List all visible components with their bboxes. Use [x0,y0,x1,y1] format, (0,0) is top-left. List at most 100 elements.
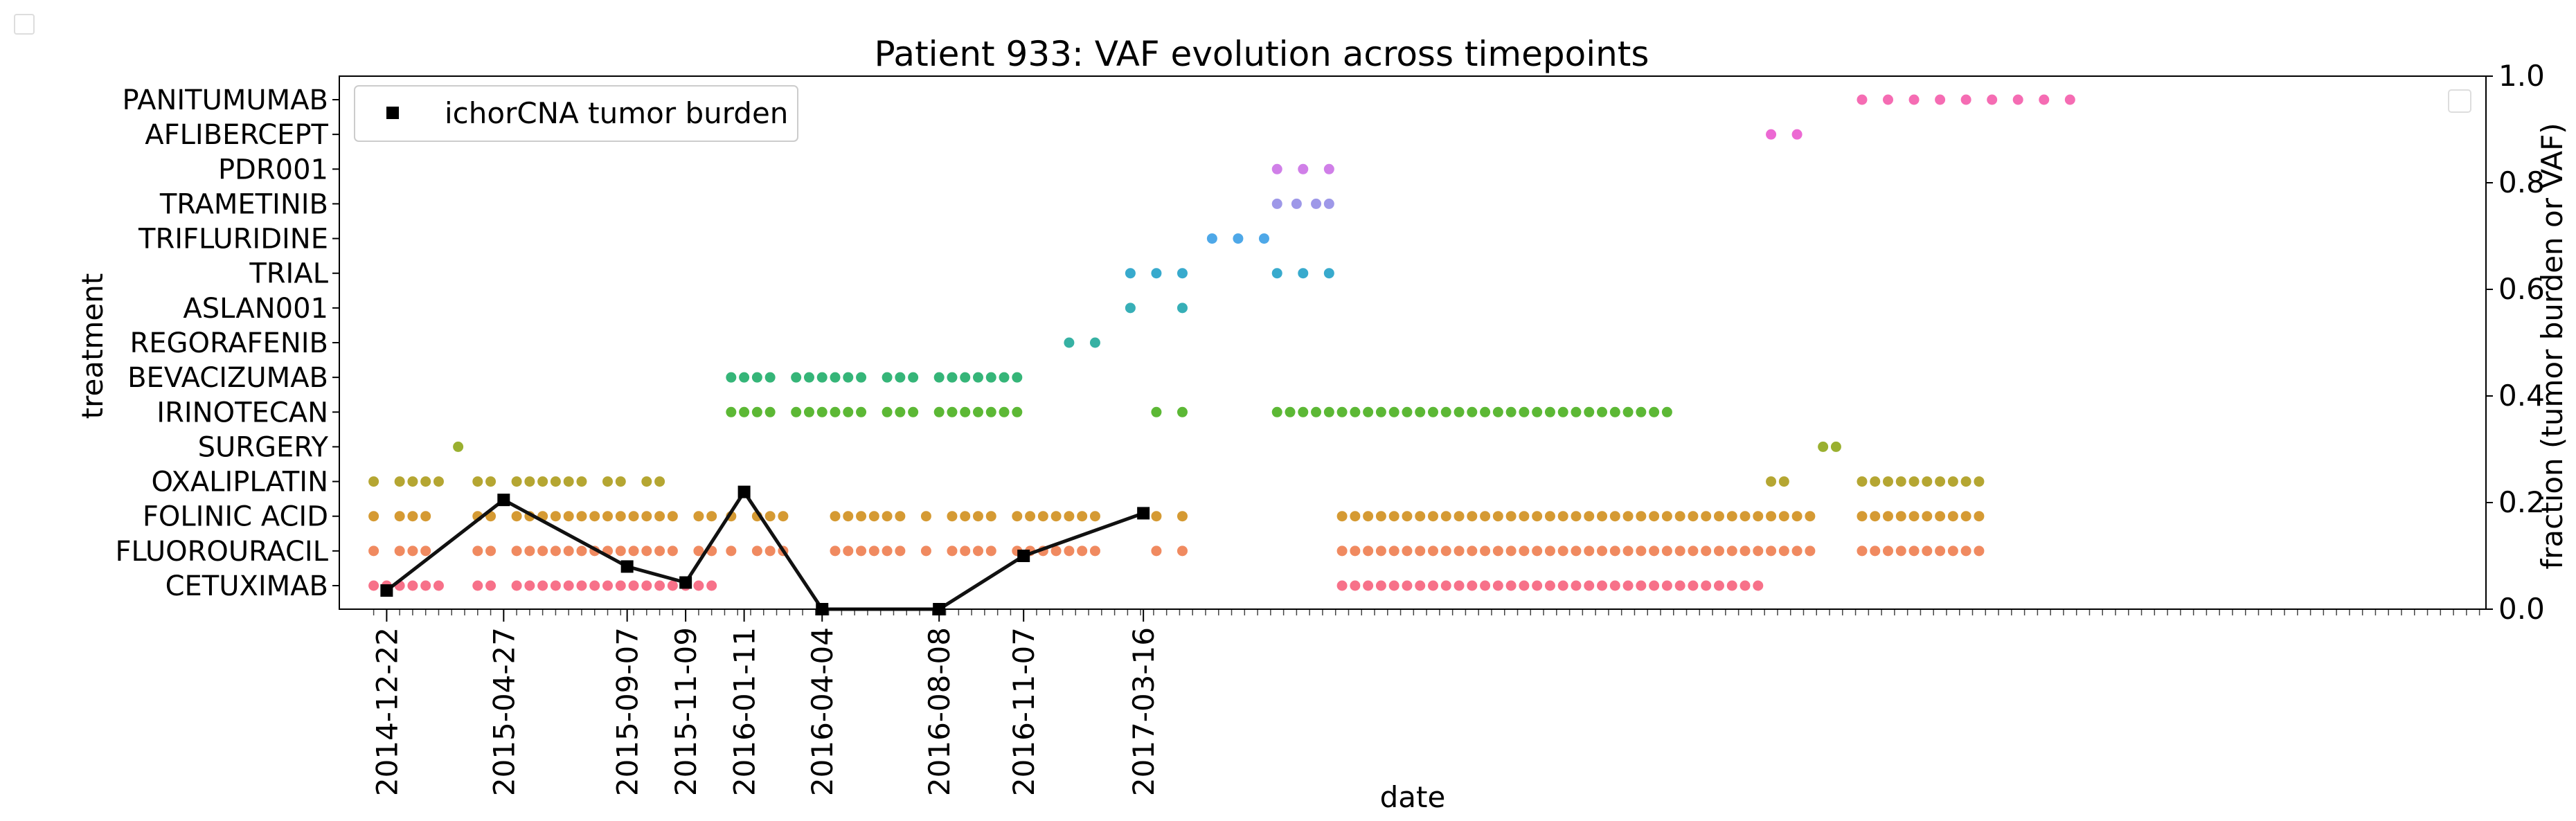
treatment-dot [485,476,496,487]
treatment-dot [1467,581,1477,591]
treatment-dot [668,545,678,556]
treatment-dot [1649,581,1659,591]
treatment-dot [1272,268,1282,278]
treatment-dot [1402,545,1412,556]
treatment-dot [1779,511,1789,521]
treatment-dot [843,511,853,521]
treatment-dot [1519,407,1529,417]
treatment-dot [1402,407,1412,417]
treatment-dot [765,511,776,521]
y-tick-label: TRAMETINIB [159,188,328,220]
treatment-dot [1649,407,1659,417]
treatment-dot [999,372,1010,383]
treatment-dot [1467,545,1477,556]
treatment-dot [420,545,431,556]
treatment-dot [2065,95,2075,105]
treatment-dot [1519,581,1529,591]
treatment-dot [1493,511,1503,521]
treatment-dot [1974,476,1984,487]
treatment-dot [589,511,600,521]
treatment-dot [960,511,970,521]
treatment-dot [856,407,866,417]
treatment-dot [693,581,704,591]
treatment-dot [791,372,801,383]
treatment-dot [1151,545,1161,556]
treatment-dot [1337,407,1348,417]
treatment-dot [668,511,678,521]
treatment-dot [1662,581,1672,591]
treatment-dot [485,545,496,556]
treatment-dot [869,511,879,521]
treatment-dot [1870,476,1880,487]
treatment-dot [1207,233,1217,244]
y2-tick-label: 1.0 [2498,59,2545,93]
treatment-dot [1441,407,1451,417]
treatment-dot [726,407,736,417]
treatment-dot [1818,442,1828,452]
treatment-dot [1415,581,1425,591]
treatment-dot [1584,581,1594,591]
treatment-dot [934,407,945,417]
treatment-dot [1766,129,1776,140]
treatment-dot [1298,164,1308,174]
treatment-dot [1935,95,1945,105]
y-tick-label: PANITUMUMAB [123,84,328,116]
treatment-dot [973,545,983,556]
treatment-dot [1376,407,1386,417]
treatment-dot [934,372,945,383]
treatment-dot [843,372,853,383]
treatment-dot [830,545,841,556]
treatment-dot [1740,581,1751,591]
treatment-dot [830,511,841,521]
treatment-dot [1662,407,1672,417]
treatment-dot [629,511,639,521]
treatment-dot [999,407,1010,417]
treatment-dot [668,581,678,591]
treatment-dot [1597,407,1607,417]
treatment-dot [1350,407,1360,417]
treatment-dot [1428,511,1438,521]
treatment-dot [869,545,879,556]
treatment-dot [882,372,893,383]
treatment-dot [1272,199,1282,209]
treatment-dot [368,581,379,591]
treatment-dot [1727,581,1737,591]
treatment-dot [1545,407,1555,417]
treatment-dot [1454,581,1465,591]
treatment-dot [1753,581,1763,591]
treatment-dot [1688,545,1698,556]
treatment-dot [1415,545,1425,556]
treatment-dot [1753,511,1763,521]
treatment-dot [537,476,548,487]
treatment-dot [564,511,574,521]
x-tick-label: 2015-11-09 [669,627,703,796]
treatment-dot [1506,407,1517,417]
x-tick-label: 2017-03-16 [1127,627,1161,796]
y-tick-label: IRINOTECAN [156,397,328,428]
treatment-dot [1324,164,1334,174]
treatment-dot [1291,199,1302,209]
treatment-dot [1779,545,1789,556]
treatment-dot [616,545,626,556]
treatment-dot [1701,545,1711,556]
treatment-dot [1467,407,1477,417]
treatment-dot [485,581,496,591]
treatment-dot [1948,545,1958,556]
treatment-dot [576,476,587,487]
y2-tick-label: 0.4 [2498,379,2545,413]
treatment-dot [856,545,866,556]
treatment-dot [1298,268,1308,278]
treatment-dot [1376,511,1386,521]
treatment-dot [1454,545,1465,556]
treatment-dot [1025,511,1035,521]
treatment-dot [1125,303,1136,313]
treatment-dot [1571,581,1581,591]
treatment-dot [1610,407,1620,417]
treatment-dot [641,545,652,556]
treatment-dot [1454,511,1465,521]
treatment-dot [1428,581,1438,591]
treatment-dot [1272,407,1282,417]
treatment-dot [895,372,905,383]
treatment-dot [420,511,431,521]
treatment-dot [1714,511,1724,521]
